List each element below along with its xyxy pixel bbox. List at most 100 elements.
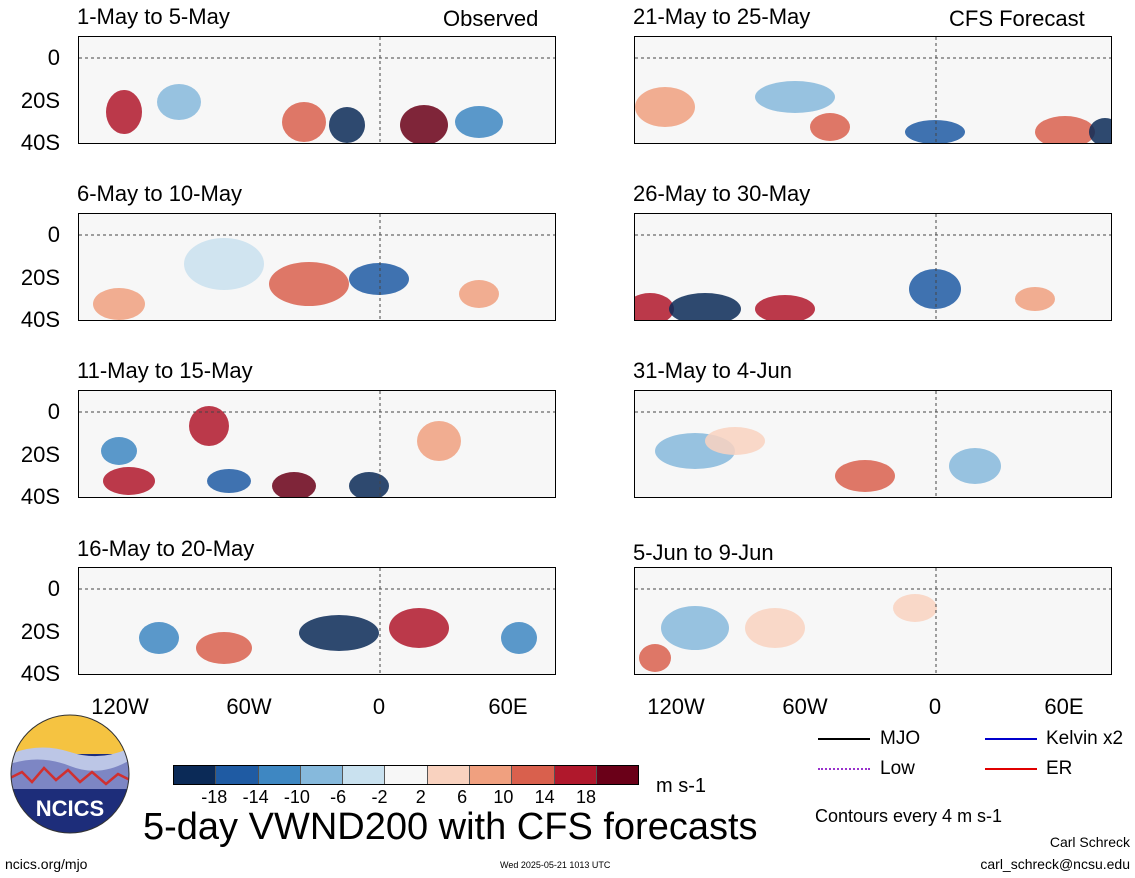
- anomaly-blob: [893, 594, 937, 622]
- colorbar-tick-label: -2: [371, 787, 388, 807]
- anomaly-blob: [1035, 116, 1095, 143]
- colorbar-swatch: [299, 766, 343, 784]
- xlabel-60w-left: 60W: [226, 694, 272, 719]
- colorbar-swatch: [511, 766, 554, 784]
- ylabel-40s-p4: 40S: [20, 661, 60, 686]
- anomaly-blob: [1089, 118, 1111, 143]
- panel-title-1: 1-May to 5-May: [77, 4, 230, 29]
- footer-site-link[interactable]: ncics.org/mjo: [5, 856, 88, 872]
- panel-title-4: 16-May to 20-May: [77, 536, 255, 561]
- ncics-logo: NCICS: [10, 714, 130, 834]
- anomaly-blob: [282, 102, 326, 142]
- map-canvas: [635, 391, 1111, 497]
- panel-title-6: 26-May to 30-May: [633, 181, 811, 206]
- panel-title-5: 21-May to 25-May: [633, 4, 811, 29]
- anomaly-blob: [329, 107, 365, 143]
- anomaly-blob: [349, 263, 409, 295]
- map-panel-4: [78, 567, 556, 675]
- legend-label-low: Low: [880, 758, 915, 779]
- map-canvas: [79, 568, 555, 674]
- footer-email: carl_schreck@ncsu.edu: [980, 856, 1130, 872]
- xlabel-60e-right: 60E: [1044, 694, 1084, 719]
- ylabel-40s-p2: 40S: [20, 307, 60, 332]
- anomaly-blob: [207, 469, 251, 493]
- ylabel-0-p1: 0: [47, 45, 60, 70]
- anomaly-blob: [905, 120, 965, 143]
- colorbar-swatch: [257, 766, 300, 784]
- anomaly-blob: [639, 644, 671, 672]
- anomaly-blob: [349, 472, 389, 497]
- anomaly-blob: [755, 81, 835, 113]
- xlabel-0-left: 0: [372, 694, 386, 719]
- anomaly-blob: [1015, 287, 1055, 311]
- map-panel-2: [78, 213, 556, 321]
- ylabel-0-p4: 0: [47, 576, 60, 601]
- colorbar-swatch: [384, 766, 427, 784]
- colorbar-swatch: [215, 766, 258, 784]
- anomaly-blob: [106, 90, 142, 134]
- colorbar-swatch: [174, 766, 216, 784]
- ylabel-20s-p2: 20S: [20, 265, 60, 290]
- legend-line-low: [818, 768, 870, 770]
- map-canvas: [79, 37, 555, 143]
- anomaly-blob: [459, 280, 499, 308]
- colorbar-tick-label: 18: [575, 787, 597, 807]
- anomaly-blob: [272, 472, 316, 497]
- anomaly-blob: [103, 467, 155, 495]
- footer-timestamp: Wed 2025-05-21 1013 UTC: [500, 860, 611, 870]
- panel-title-7: 31-May to 4-Jun: [633, 358, 792, 383]
- anomaly-blob: [101, 437, 137, 465]
- map-canvas: [79, 214, 555, 320]
- map-panel-1: [78, 36, 556, 144]
- colorbar-tick-label: 14: [534, 787, 555, 807]
- xlabel-120w-right: 120W: [647, 694, 705, 719]
- colorbar-tick-label: -10: [283, 787, 310, 807]
- anomaly-blob: [417, 421, 461, 461]
- ylabel-20s-p4: 20S: [20, 619, 60, 644]
- colorbar-tick-label: -14: [242, 787, 269, 807]
- anomaly-blob: [455, 106, 503, 138]
- anomaly-blob: [184, 238, 264, 290]
- anomaly-blob: [755, 295, 815, 320]
- anomaly-blob: [196, 632, 252, 664]
- panel-tag-observed: Observed: [443, 6, 539, 31]
- colorbar-tick-label: 6: [457, 787, 468, 807]
- xlabel-0-right: 0: [928, 694, 942, 719]
- colorbar-swatch: [426, 766, 470, 784]
- colorbar: [173, 765, 640, 785]
- map-canvas: [79, 391, 555, 497]
- xlabel-60w-right: 60W: [782, 694, 828, 719]
- anomaly-blob: [810, 113, 850, 141]
- ylabel-0-p3: 0: [47, 399, 60, 424]
- colorbar-swatch: [553, 766, 596, 784]
- anomaly-blob: [705, 427, 765, 455]
- panel-tag-cfs-forecast: CFS Forecast: [949, 6, 1085, 31]
- map-panel-8: [634, 567, 1112, 675]
- colorbar-tick-label: 2: [415, 787, 426, 807]
- ylabel-40s-p1: 40S: [20, 130, 60, 155]
- colorbar-swatch: [469, 766, 512, 784]
- colorbar-tick-label: -18: [201, 787, 228, 807]
- legend-line-er: [985, 768, 1037, 770]
- anomaly-blob: [189, 406, 229, 446]
- footer-author: Carl Schreck: [1049, 834, 1130, 850]
- colorbar-swatch: [342, 766, 385, 784]
- legend-label-er: ER: [1046, 758, 1073, 779]
- anomaly-blob: [389, 608, 449, 648]
- legend-line-kelvin: [985, 738, 1037, 740]
- map-canvas: [635, 568, 1111, 674]
- ylabel-20s-p3: 20S: [20, 442, 60, 467]
- legend-label-mjo: MJO: [880, 728, 921, 749]
- anomaly-blob: [635, 293, 674, 320]
- logo-text: NCICS: [36, 796, 104, 821]
- anomaly-blob: [835, 460, 895, 492]
- ylabel-40s-p3: 40S: [20, 484, 60, 509]
- legend-line-mjo: [818, 738, 870, 740]
- colorbar-tick-label: -6: [330, 787, 347, 807]
- anomaly-blob: [400, 105, 448, 143]
- map-panel-3: [78, 390, 556, 498]
- anomaly-blob: [269, 262, 349, 306]
- anomaly-blob: [93, 288, 145, 320]
- contour-note: Contours every 4 m s-1: [815, 806, 1003, 826]
- panel-title-2: 6-May to 10-May: [77, 181, 243, 206]
